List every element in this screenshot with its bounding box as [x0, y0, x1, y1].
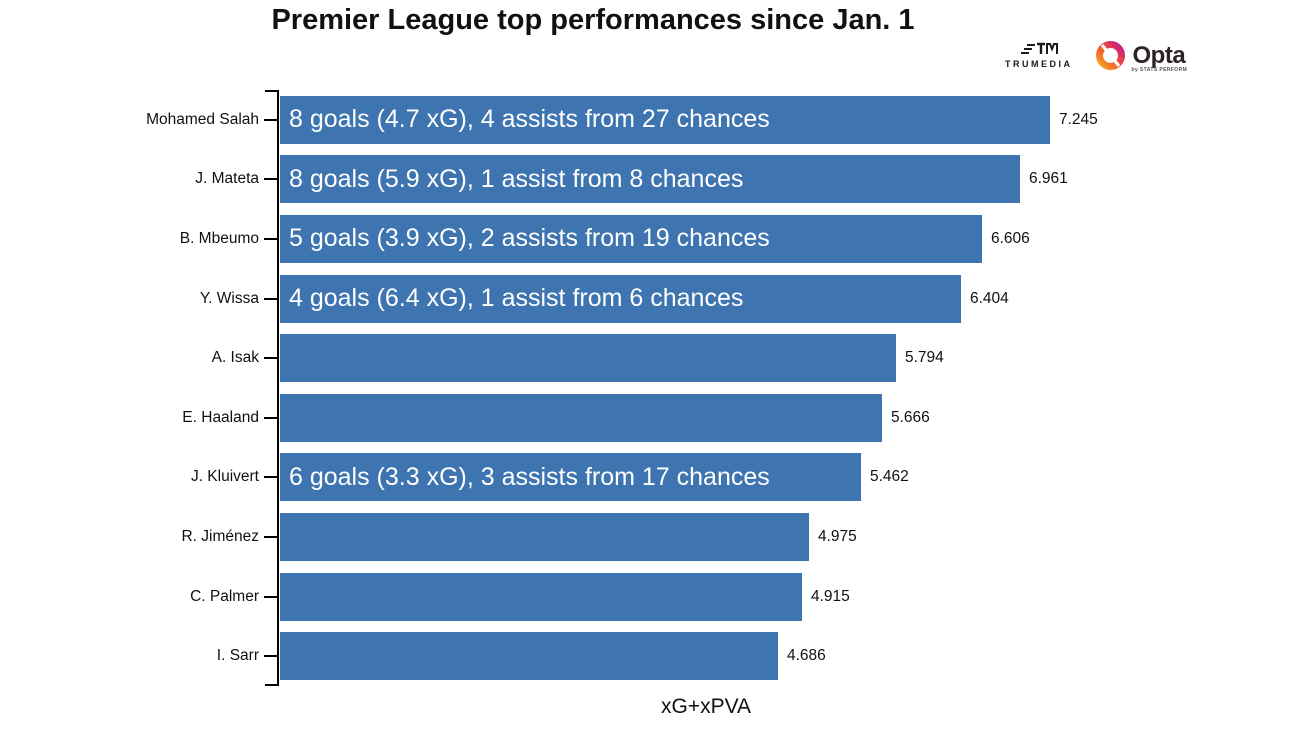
player-label: C. Palmer [190, 587, 259, 605]
bar-row: C. Palmer 4.915 [190, 567, 1289, 627]
player-label: Y. Wissa [199, 289, 259, 307]
trumedia-logo: TRUMEDIA [1005, 42, 1073, 69]
player-label: R. Jiménez [181, 527, 259, 545]
value-label: 4.915 [811, 587, 850, 605]
bar-annotation: 4 goals (6.4 xG), 1 assist from 6 chance… [289, 284, 744, 313]
value-label: 6.404 [970, 289, 1009, 307]
trumedia-tm-icon [1020, 42, 1058, 54]
value-label: 4.975 [818, 527, 857, 545]
bar-row: J. Mateta 8 goals (5.9 xG), 1 assist from… [195, 150, 1289, 210]
bar [280, 512, 809, 561]
bar-annotation: 8 goals (4.7 xG), 4 assists from 27 chan… [289, 105, 770, 134]
y-axis-tick [264, 476, 278, 479]
y-axis-line [265, 90, 279, 686]
player-label: E. Haaland [182, 408, 259, 426]
player-label: J. Kluivert [190, 468, 259, 486]
value-label: 7.245 [1059, 110, 1098, 128]
bar: 8 goals (5.9 xG), 1 assist from 8 chance… [280, 155, 1020, 204]
y-axis-tick [264, 178, 278, 181]
player-label: Mohamed Salah [146, 110, 259, 128]
bar-row: Mohamed Salah 8 goals (4.7 xG), 4 assists… [146, 90, 1289, 150]
bar [280, 334, 896, 383]
bar-row: A. Isak 5.794 [212, 328, 1289, 388]
player-label: A. Isak [211, 349, 259, 367]
value-label: 5.794 [905, 349, 944, 367]
y-axis-tick [264, 655, 278, 658]
bar-row: J. Kluivert 6 goals (3.3 xG), 3 assists f… [191, 448, 1289, 508]
bar: 5 goals (3.9 xG), 2 assists from 19 chan… [280, 214, 982, 263]
y-axis-tick [264, 118, 278, 121]
plot-area: Mohamed Salah 8 goals (4.7 xG), 4 assists… [146, 90, 1289, 686]
value-label: 6.606 [991, 229, 1030, 247]
player-label: J. Mateta [195, 170, 259, 188]
player-label: I. Sarr [216, 647, 259, 665]
bar-row: B. Mbeumo 5 goals (3.9 xG), 2 assists fro… [180, 209, 1289, 269]
bar-annotation: 6 goals (3.3 xG), 3 assists from 17 chan… [289, 462, 770, 491]
x-axis-label: xG+xPVA [660, 695, 752, 718]
opta-ring-icon [1095, 41, 1125, 70]
bar: 8 goals (4.7 xG), 4 assists from 27 chan… [280, 95, 1050, 144]
bar [280, 572, 802, 621]
bar [280, 632, 778, 681]
bar-row: R. Jiménez 4.975 [181, 507, 1289, 567]
chart-title: Premier League top performances since Ja… [271, 4, 915, 36]
bar-row: Y. Wissa 4 goals (6.4 xG), 1 assist from … [200, 269, 1289, 329]
trumedia-wordmark: TRUMEDIA [1005, 59, 1073, 69]
y-axis-tick [264, 357, 278, 360]
opta-wordmark: Opta [1132, 41, 1186, 69]
value-label: 5.666 [891, 408, 930, 426]
bar-annotation: 5 goals (3.9 xG), 2 assists from 19 chan… [289, 224, 770, 253]
y-axis-tick [264, 297, 278, 300]
y-axis-tick [264, 595, 278, 598]
value-label: 6.961 [1029, 170, 1068, 188]
y-axis-tick [264, 416, 278, 419]
bar-row: I. Sarr 4.686 [217, 626, 1289, 686]
opta-subtext: by STATS PERFORM [1131, 66, 1188, 73]
player-label: B. Mbeumo [179, 229, 259, 247]
bar [280, 393, 882, 442]
opta-logo: Opta by STATS PERFORM [1095, 40, 1187, 73]
branding-logos: TRUMEDIA Opta by STATS PERFORM [1005, 40, 1187, 73]
bar-row: E. Haaland 5.666 [182, 388, 1289, 448]
y-axis-tick [264, 535, 278, 538]
bar-annotation: 8 goals (5.9 xG), 1 assist from 8 chance… [289, 164, 744, 193]
y-axis-tick [264, 237, 278, 240]
value-label: 4.686 [787, 647, 826, 665]
bar: 4 goals (6.4 xG), 1 assist from 6 chance… [280, 274, 961, 323]
bar: 6 goals (3.3 xG), 3 assists from 17 chan… [280, 453, 861, 502]
value-label: 5.462 [870, 468, 909, 486]
opta-wordmark-wrap: Opta by STATS PERFORM [1132, 41, 1187, 73]
